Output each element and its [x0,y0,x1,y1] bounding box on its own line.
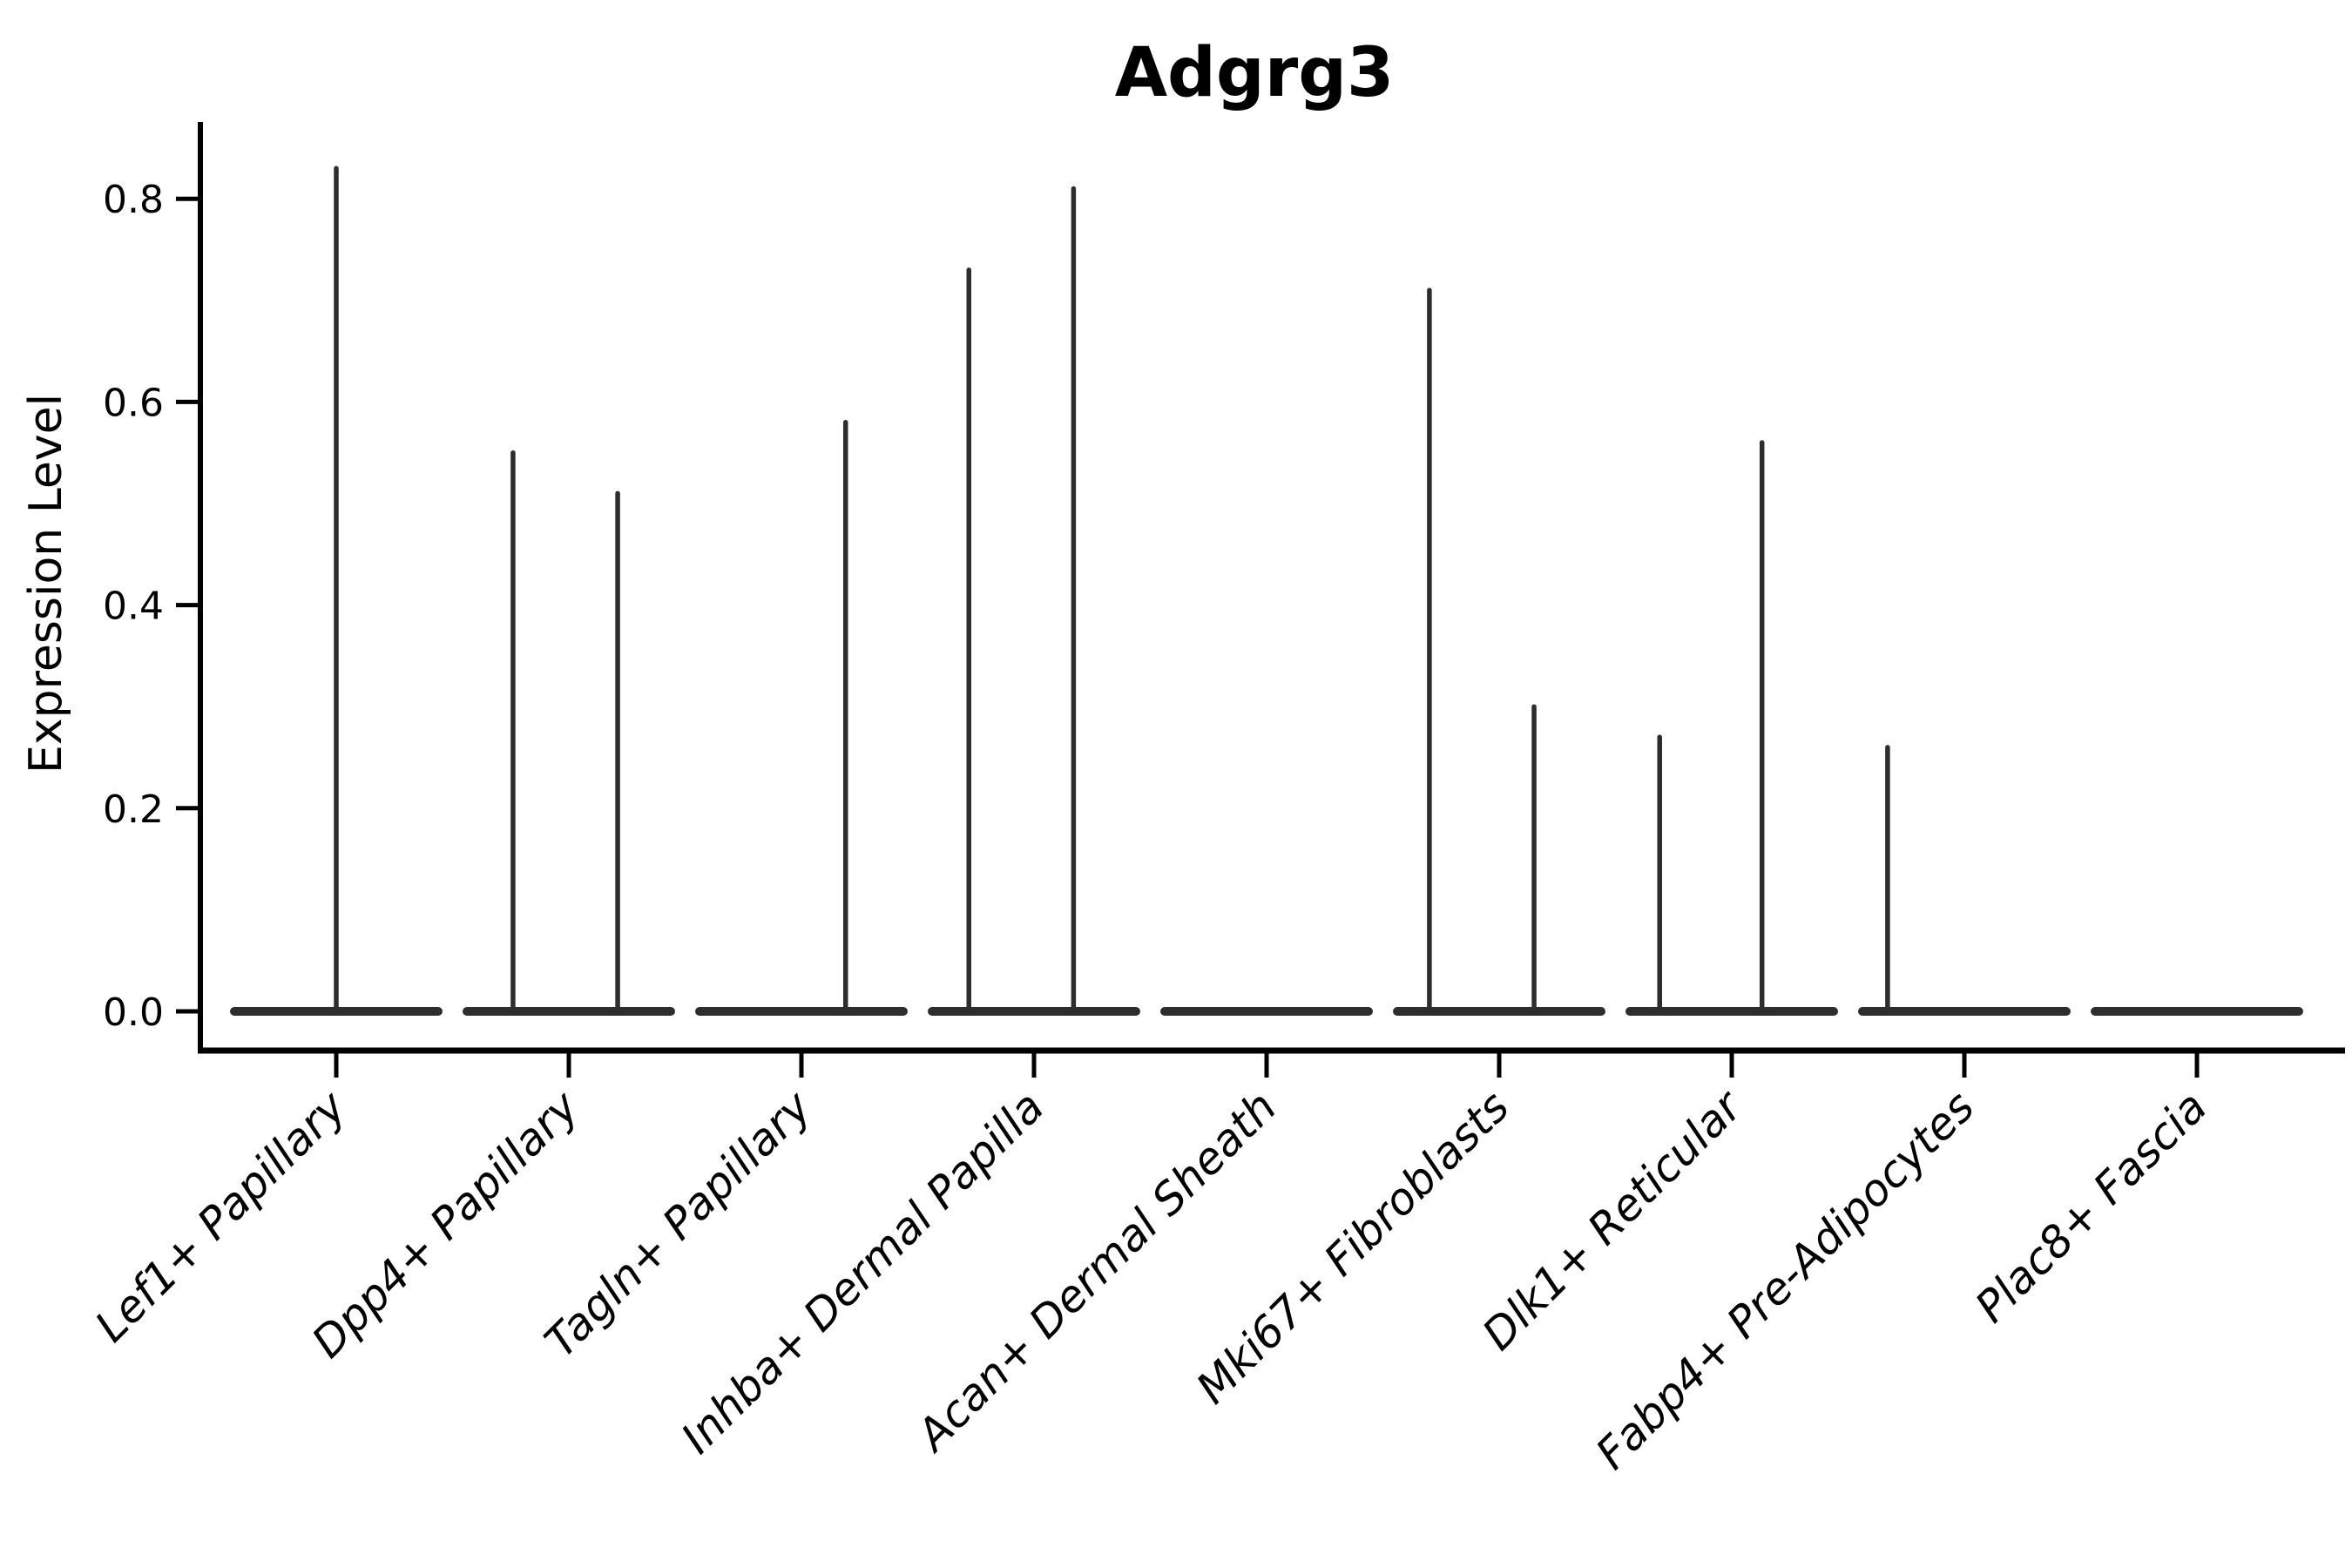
x-tick-label: Plac8+ Fascia [1966,1081,2217,1332]
violin-base [1625,1007,1838,1016]
y-axis-label: Expression Level [20,394,72,774]
violin-base [928,1007,1140,1016]
violin-4 [928,186,1140,1016]
chart-title: Adgrg3 [1115,34,1395,112]
y-axis: 0.0 0.2 0.4 0.6 0.8 [103,178,202,1035]
violin-1 [230,166,443,1016]
violin-base [1160,1007,1373,1016]
x-tick-label: Fabp4+ Pre-Adipocytes [1586,1081,1984,1479]
violin-9 [2091,1007,2303,1016]
violin-6 [1393,287,1605,1016]
y-tick-label: 0.0 [103,990,164,1035]
y-tick-label: 0.6 [103,381,164,425]
violin-base [2091,1007,2303,1016]
violin-5 [1160,1007,1373,1016]
violins [230,166,2303,1016]
y-tick-label: 0.8 [103,178,164,222]
violin-base [695,1007,908,1016]
violin-base [1858,1007,2071,1016]
violin-base [1393,1007,1605,1016]
violin-7 [1625,440,1838,1016]
x-tick-label: Lef1+ Papillary [85,1080,356,1351]
violin-base [463,1007,675,1016]
violin-3 [695,419,908,1016]
violin-2 [463,449,675,1016]
y-tick-label: 0.4 [103,585,164,629]
violin-8 [1858,745,2071,1016]
y-tick-label: 0.2 [103,787,164,832]
